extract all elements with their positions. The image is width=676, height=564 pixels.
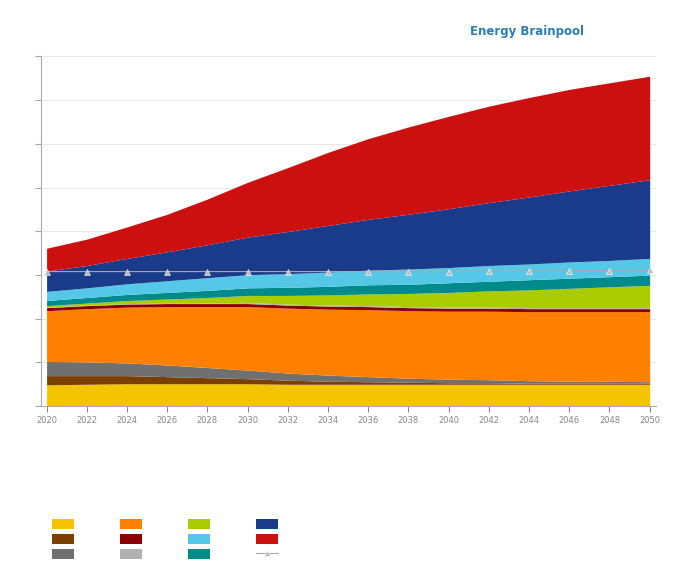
Text: Energy Brainpool: Energy Brainpool xyxy=(470,25,584,38)
Legend: , , , , , , , , , , , : , , , , , , , , , , , xyxy=(52,519,281,559)
